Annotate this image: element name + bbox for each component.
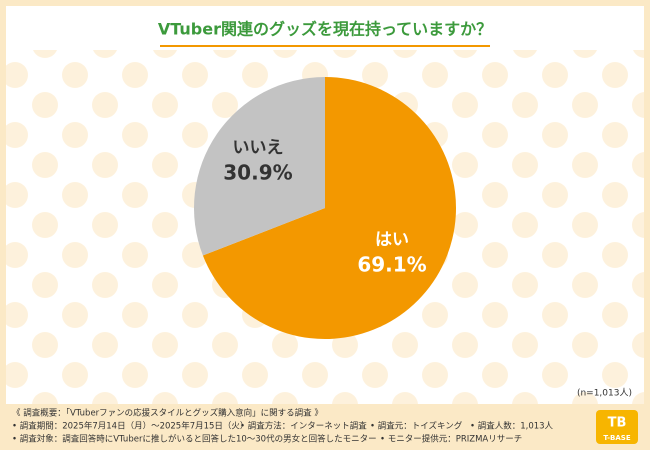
logo	[596, 410, 638, 444]
footer-item: • 調査人数：1,013人	[470, 421, 554, 432]
chart-title: VTuber関連のグッズを現在持っていますか？	[158, 20, 492, 39]
sample-note: (n=1,013人)	[577, 388, 632, 399]
footer-item: • 調査方法：インターネット調査	[240, 421, 367, 432]
value-label: 69.1%	[357, 252, 426, 276]
value-label: 30.9%	[223, 161, 292, 185]
footer-item: • 調査元：トイズキング	[370, 421, 463, 432]
pie-slice	[194, 77, 325, 256]
footer-line: • 調査期間：2025年7月14日（月）～2025年7月15日（火）• 調査方法…	[12, 421, 554, 432]
slice-label: はい	[375, 230, 409, 250]
pie-slice	[202, 77, 456, 339]
footer-line: • 調査対象：調査回答時にVTuberに推しがいると回答した10～30代の男女と…	[12, 434, 522, 445]
logo-mark: TB	[608, 416, 627, 431]
footer-item: • 調査期間：2025年7月14日（月）～2025年7月15日（火）	[12, 421, 248, 432]
logo-text: T-BASE	[603, 434, 630, 442]
footer-item: • 調査対象：調査回答時にVTuberに推しがいると回答した10～30代の男女と…	[12, 434, 377, 445]
slice-label: いいえ	[232, 138, 283, 158]
footer-item: • モニター提供元：PRIZMAリサーチ	[380, 434, 522, 445]
footer-heading: 《 調査概要：「VTuberファンの応援スタイルとグッズ購入意向」に関する調査 …	[12, 408, 323, 419]
